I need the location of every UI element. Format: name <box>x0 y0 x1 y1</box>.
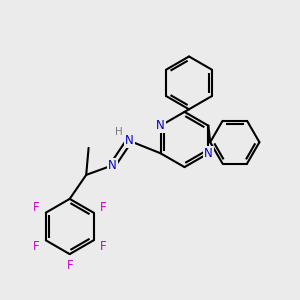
Text: N: N <box>156 119 165 132</box>
Text: N: N <box>204 147 213 160</box>
Text: F: F <box>33 239 39 253</box>
Text: F: F <box>100 200 107 214</box>
Text: F: F <box>33 200 39 214</box>
Text: F: F <box>66 259 73 272</box>
Text: N: N <box>108 159 117 172</box>
Text: F: F <box>100 239 107 253</box>
Text: N: N <box>125 134 134 147</box>
Text: H: H <box>115 127 122 137</box>
